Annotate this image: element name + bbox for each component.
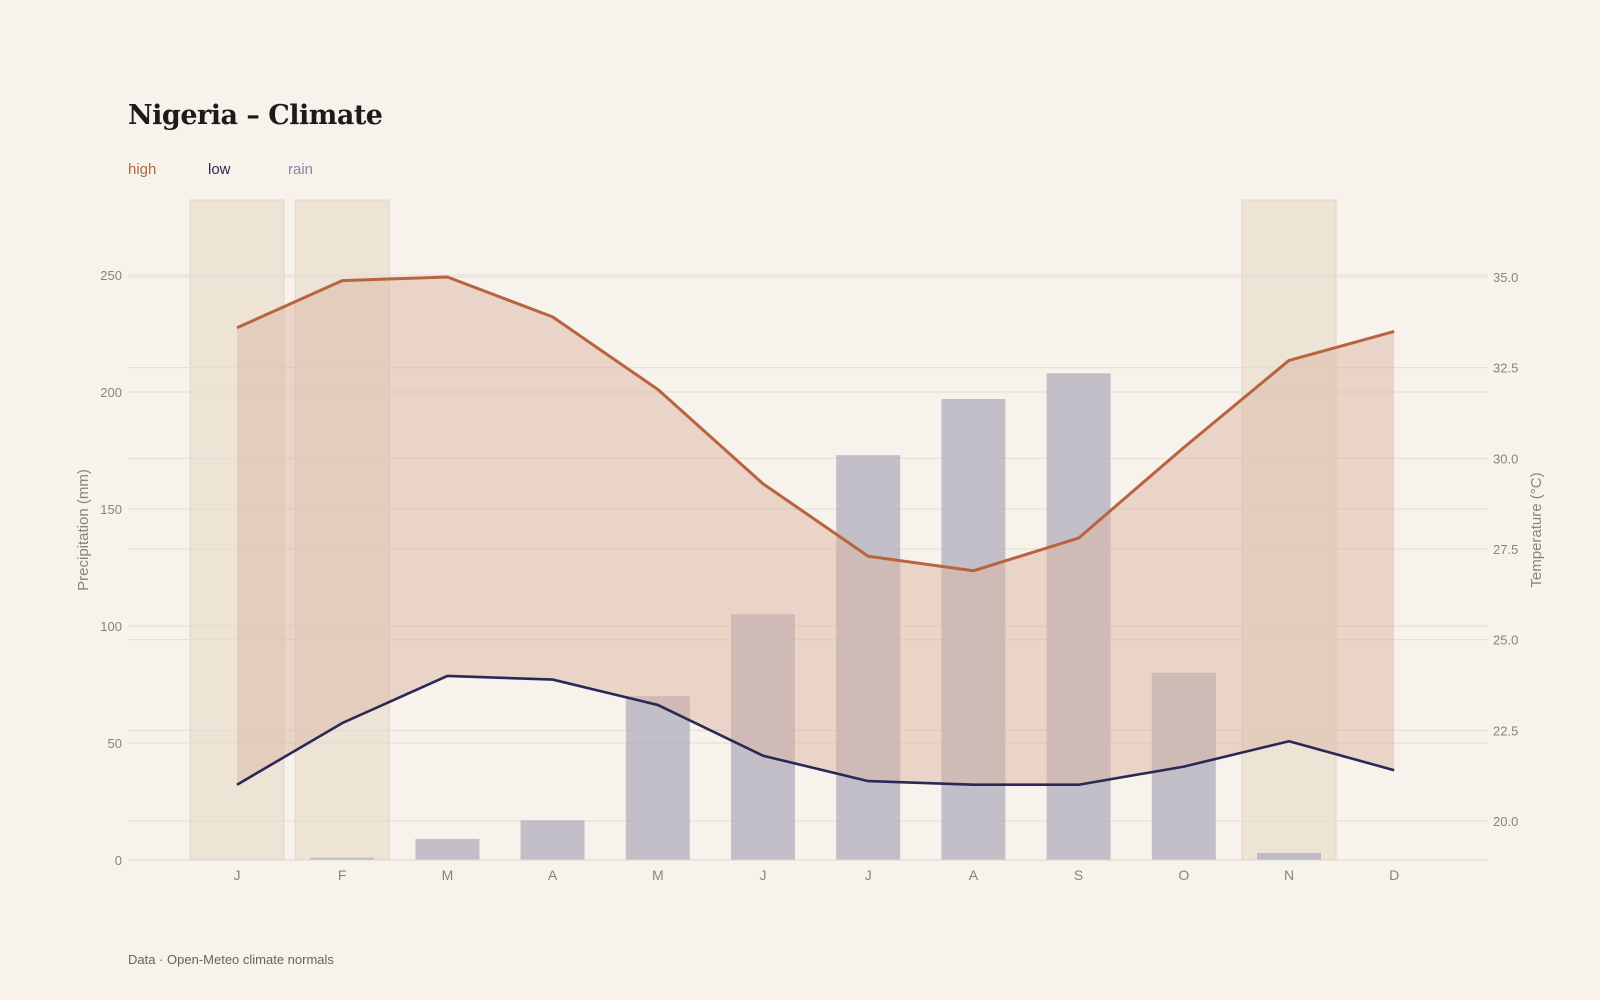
x-tick-label: A [969,867,979,883]
x-tick-label: J [760,867,767,883]
legend-rain: rain [288,161,314,178]
x-tick-label: F [338,867,347,883]
y-right-tick-label: 22.5 [1493,723,1518,738]
rain-bar [310,857,375,860]
x-tick-label: A [548,867,558,883]
y-left-tick-label: 150 [100,502,122,517]
legend-high: high [128,161,157,178]
rain-bar [520,820,585,860]
rain-bar [1257,852,1321,860]
x-tick-label: S [1074,867,1083,883]
low-temperature-line [236,674,1395,787]
high-temperature-line [236,275,1395,573]
data-source-note: Data · Open-Meteo climate normals [128,952,334,967]
temperature-range-area [237,277,1395,785]
y-left-axis-title: Precipitation (mm) [75,469,92,591]
x-tick-label: J [865,867,872,883]
y-right-tick-label: 20.0 [1493,814,1518,829]
x-tick-label: D [1389,867,1399,883]
y-right-tick-label: 30.0 [1493,451,1518,466]
x-tick-label: M [442,867,454,883]
chart-title: Nigeria – Climate [128,100,383,131]
y-left-tick-label: 200 [100,385,122,400]
y-right-axis-title: Temperature (°C) [1528,472,1545,587]
x-tick-label: N [1284,867,1294,883]
y-left-tick-label: 100 [100,619,122,634]
x-tick-label: O [1178,867,1189,883]
y-left-tick-label: 50 [108,736,122,751]
y-right-tick-label: 35.0 [1493,270,1518,285]
legend-low: low [208,161,231,178]
y-right-tick-label: 27.5 [1493,542,1518,557]
y-left-tick-label: 250 [100,268,122,283]
rain-bar [625,696,690,860]
temperature-lines [236,275,1395,787]
x-tick-label: J [234,867,241,883]
rain-bar [415,838,480,860]
x-tick-label: M [652,867,664,883]
y-left-tick-label: 0 [115,853,122,868]
axes: J F M A M J J A S O N D 0 50 100 150 200 250 20.0 22.5 25.0 2… [75,268,1545,883]
temperature-range-area [237,277,1395,785]
y-right-tick-label: 32.5 [1493,361,1518,376]
y-right-tick-label: 25.0 [1493,633,1518,648]
